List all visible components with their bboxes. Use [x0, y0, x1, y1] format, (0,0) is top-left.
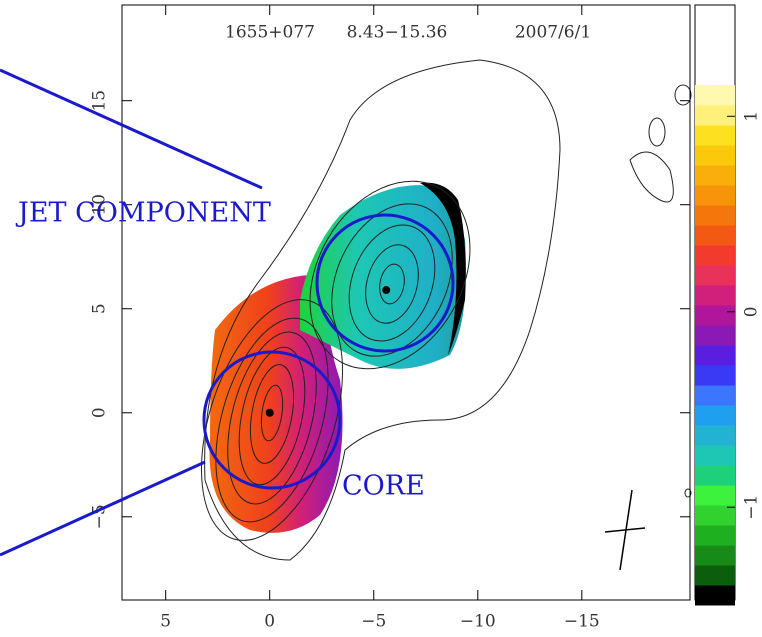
- component-point: [266, 409, 274, 417]
- x-tick-label: −5: [361, 612, 386, 632]
- x-tick-label: 5: [160, 612, 171, 632]
- colorbar: [695, 85, 735, 606]
- colorbar-segment: [695, 185, 735, 206]
- colorbar-segment: [695, 385, 735, 406]
- colorbar-segment: [695, 285, 735, 306]
- colorbar-segment: [695, 205, 735, 226]
- colorbar-segment: [695, 465, 735, 486]
- colorbar-segment: [695, 105, 735, 126]
- colorbar-segment: [695, 525, 735, 546]
- y-tick-label: 0: [90, 407, 110, 418]
- colorbar-segment: [695, 125, 735, 146]
- y-tick-label: 15: [90, 90, 110, 112]
- colorbar-segment: [695, 145, 735, 166]
- beam-cross: [605, 490, 645, 570]
- title-frequency: 8.43−15.36: [347, 23, 448, 43]
- colorbar-segment: [695, 305, 735, 326]
- colorbar-segment: [695, 345, 735, 366]
- colorbar-segment: [695, 545, 735, 566]
- colorbar-segment: [695, 245, 735, 266]
- chart: 50−5−10−15−5051015−101 1655+077 8.43−15.…: [0, 0, 762, 633]
- colorbar-tick-label: 1: [742, 111, 762, 122]
- colorbar-segment: [695, 265, 735, 286]
- x-tick-label: −15: [564, 612, 600, 632]
- annotation-core: CORE: [342, 471, 425, 502]
- colorbar-segment: [695, 425, 735, 446]
- colorbar-segment: [695, 585, 735, 606]
- component-point: [382, 286, 390, 294]
- colorbar-segment: [695, 445, 735, 466]
- colorbar-segment: [695, 405, 735, 426]
- colorbar-segment: [695, 485, 735, 506]
- x-tick-label: −10: [460, 612, 496, 632]
- x-tick-label: 0: [264, 612, 275, 632]
- colorbar-segment: [695, 165, 735, 186]
- colorbar-segment: [695, 325, 735, 346]
- colorbar-segment: [695, 85, 735, 106]
- colorbar-segment: [695, 565, 735, 586]
- colorbar-tick-label: 0: [742, 306, 762, 317]
- y-tick-label: 5: [90, 303, 110, 314]
- annotation-jet: JET COMPONENT: [15, 198, 271, 229]
- colorbar-segment: [695, 365, 735, 386]
- colorbar-tick-label: −1: [742, 495, 762, 520]
- title-source: 1655+077: [225, 23, 315, 43]
- title-date: 2007/6/1: [515, 23, 591, 43]
- emission-map: [174, 60, 691, 570]
- colorbar-segment: [695, 505, 735, 526]
- colorbar-segment: [695, 225, 735, 246]
